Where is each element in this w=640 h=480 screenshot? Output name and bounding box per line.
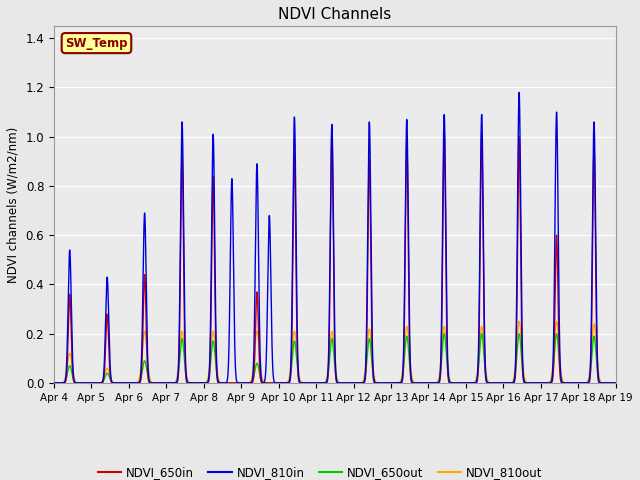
NDVI_650in <box>50 380 58 386</box>
NDVI_650out <box>538 380 546 386</box>
Line: NDVI_810in: NDVI_810in <box>54 92 616 383</box>
NDVI_650out <box>409 379 417 385</box>
NDVI_650in <box>604 380 612 386</box>
NDVI_650in <box>538 380 546 386</box>
NDVI_650out <box>50 380 58 386</box>
NDVI_810in <box>538 380 546 386</box>
NDVI_810out <box>409 377 417 383</box>
NDVI_810in <box>515 89 523 95</box>
Title: NDVI Channels: NDVI Channels <box>278 7 392 22</box>
Legend: NDVI_650in, NDVI_810in, NDVI_650out, NDVI_810out: NDVI_650in, NDVI_810in, NDVI_650out, NDV… <box>93 461 547 480</box>
Line: NDVI_810out: NDVI_810out <box>54 322 616 383</box>
NDVI_810out <box>611 380 618 386</box>
Y-axis label: NDVI channels (W/m2/nm): NDVI channels (W/m2/nm) <box>7 126 20 283</box>
NDVI_650out <box>611 380 618 386</box>
NDVI_810out <box>303 380 310 386</box>
NDVI_650in <box>303 380 310 386</box>
NDVI_810out <box>231 380 239 386</box>
NDVI_810in <box>604 380 612 386</box>
NDVI_810in <box>50 380 58 386</box>
Line: NDVI_650in: NDVI_650in <box>54 132 616 383</box>
NDVI_650out <box>612 380 620 386</box>
Text: SW_Temp: SW_Temp <box>65 36 128 49</box>
NDVI_810in <box>554 178 562 183</box>
NDVI_810out <box>538 380 546 386</box>
NDVI_810out <box>604 380 612 386</box>
NDVI_810in <box>611 380 618 386</box>
NDVI_810out <box>50 380 58 386</box>
NDVI_650in <box>231 380 239 386</box>
NDVI_650in <box>328 129 336 135</box>
NDVI_650out <box>231 380 239 386</box>
NDVI_810out <box>553 319 561 324</box>
NDVI_650out <box>554 338 562 344</box>
NDVI_650in <box>554 278 562 284</box>
Line: NDVI_650out: NDVI_650out <box>54 334 616 383</box>
NDVI_810in <box>303 380 310 386</box>
NDVI_650out <box>303 380 310 386</box>
NDVI_810out <box>612 380 620 386</box>
NDVI_650out <box>604 380 612 386</box>
NDVI_810out <box>554 326 562 332</box>
NDVI_650in <box>409 380 417 386</box>
NDVI_650out <box>553 331 561 336</box>
NDVI_650in <box>612 380 620 386</box>
NDVI_810in <box>409 380 417 385</box>
NDVI_810in <box>612 380 620 386</box>
NDVI_650in <box>611 380 618 386</box>
